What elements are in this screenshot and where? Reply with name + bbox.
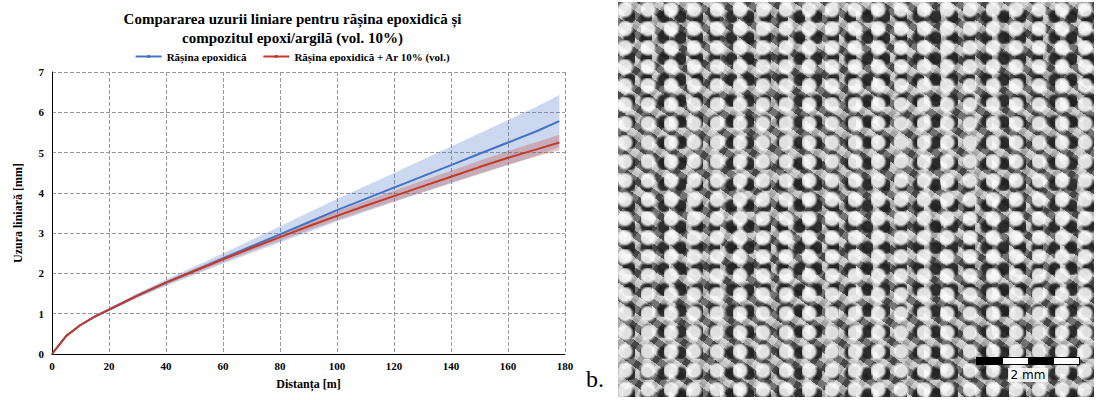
svg-text:Compararea uzurii liniare pent: Compararea uzurii liniare pentru rășina … bbox=[124, 11, 462, 28]
svg-text:0: 0 bbox=[39, 348, 45, 360]
html-text:2 mm: 2 mm bbox=[1010, 368, 1046, 382]
svg-text:80: 80 bbox=[275, 360, 287, 372]
svg-text:Distanța [m]: Distanța [m] bbox=[276, 377, 340, 392]
svg-text:140: 140 bbox=[443, 360, 460, 372]
svg-text:Rășina epoxidică: Rășina epoxidică bbox=[167, 51, 247, 64]
svg-text:Uzura liniară [mm]: Uzura liniară [mm] bbox=[11, 163, 25, 263]
svg-text:5: 5 bbox=[39, 147, 45, 159]
svg-text:20: 20 bbox=[104, 360, 116, 372]
svg-text:3: 3 bbox=[39, 227, 45, 239]
svg-text:6: 6 bbox=[39, 106, 45, 118]
svg-text:100: 100 bbox=[329, 360, 346, 372]
svg-text:7: 7 bbox=[39, 66, 45, 78]
html-text:b.: b. bbox=[586, 366, 604, 392]
svg-text:180: 180 bbox=[557, 360, 574, 372]
svg-text:60: 60 bbox=[218, 360, 230, 372]
svg-text:4: 4 bbox=[39, 187, 45, 199]
svg-text:160: 160 bbox=[500, 360, 517, 372]
svg-text:120: 120 bbox=[386, 360, 403, 372]
svg-text:40: 40 bbox=[161, 360, 173, 372]
svg-text:1: 1 bbox=[39, 308, 45, 320]
svg-text:2: 2 bbox=[39, 267, 45, 279]
svg-text:compozitul epoxi/argilă (vol.: compozitul epoxi/argilă (vol. 10%) bbox=[182, 30, 403, 47]
svg-text:Rășina epoxidică + Ar 10% (vol: Rășina epoxidică + Ar 10% (vol.) bbox=[294, 51, 450, 64]
svg-text:0: 0 bbox=[49, 360, 55, 372]
